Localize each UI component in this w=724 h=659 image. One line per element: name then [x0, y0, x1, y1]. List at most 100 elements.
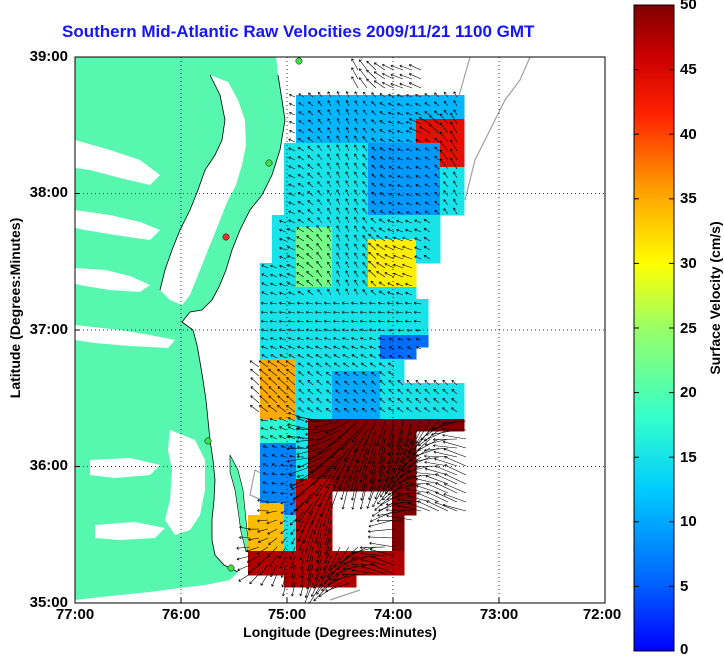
velocity-vector [370, 408, 377, 413]
velocity-vector [393, 236, 404, 242]
velocity-vector [415, 328, 422, 332]
velocity-vector [354, 216, 359, 224]
x-tick-label: 77:00 [55, 606, 95, 623]
velocity-cell [308, 311, 321, 324]
velocity-vector [378, 345, 386, 350]
velocity-vector [444, 464, 467, 476]
velocity-vector [443, 91, 449, 98]
velocity-cell [416, 215, 429, 228]
velocity-cell [368, 335, 381, 348]
velocity-cell [452, 383, 465, 396]
velocity-vector [280, 564, 287, 578]
velocity-cell [320, 299, 333, 312]
velocity-vector [334, 408, 341, 413]
velocity-vector [297, 354, 305, 359]
velocity-vector [297, 201, 305, 206]
velocity-cell [344, 107, 357, 120]
station-marker-alert [222, 233, 230, 241]
velocity-vector [453, 109, 458, 116]
velocity-cell [380, 143, 393, 156]
velocity-cell [296, 107, 309, 120]
velocity-vector [288, 156, 296, 161]
velocity-vector [366, 60, 377, 71]
velocity-vector [442, 427, 467, 431]
velocity-cell [260, 287, 273, 300]
velocity-vector [298, 398, 305, 404]
velocity-cell [320, 227, 333, 240]
hf-radar-stations [204, 57, 303, 572]
y-tick-label: 38:00 [29, 184, 68, 201]
velocity-cell [344, 167, 357, 180]
velocity-vector [369, 447, 377, 474]
velocity-vector [379, 111, 386, 116]
velocity-cell [368, 299, 381, 312]
velocity-cell [380, 167, 393, 180]
velocity-cell [404, 227, 417, 240]
velocity-vector [298, 501, 314, 523]
velocity-vector [405, 228, 413, 233]
velocity-cell [344, 251, 357, 264]
velocity-vector [345, 279, 350, 287]
velocity-vector [307, 209, 314, 215]
velocity-vector [371, 371, 377, 377]
velocity-vector [342, 345, 350, 350]
velocity-cell [272, 359, 285, 372]
velocity-cell [248, 527, 261, 540]
velocity-vector [324, 519, 332, 546]
velocity-cell [380, 215, 393, 228]
velocity-vector [315, 354, 323, 359]
velocity-vector [278, 417, 287, 422]
velocity-vector [381, 72, 395, 80]
velocity-vector [345, 171, 350, 179]
velocity-cell [380, 95, 393, 108]
velocity-vector [307, 398, 314, 404]
velocity-cell [284, 575, 297, 588]
velocity-cell [308, 455, 321, 468]
velocity-vector [379, 147, 386, 152]
velocity-cell [416, 251, 429, 264]
velocity-vector [354, 234, 359, 242]
velocity-vector [287, 426, 296, 431]
velocity-vector [423, 255, 431, 260]
velocity-cell [452, 167, 465, 180]
velocity-vector [299, 465, 323, 481]
velocity-vector [296, 464, 305, 469]
velocity-vector [371, 137, 377, 143]
velocity-vector [384, 245, 395, 251]
velocity-vector [308, 110, 314, 116]
velocity-vector [296, 447, 323, 456]
velocity-vector [304, 528, 314, 554]
velocity-cell [332, 143, 345, 156]
velocity-cell [416, 323, 429, 336]
velocity-vector [336, 189, 341, 197]
velocity-vector [416, 420, 431, 444]
velocity-cell [272, 239, 285, 252]
velocity-cell [332, 335, 345, 348]
velocity-cell [260, 407, 273, 420]
velocity-vector [271, 481, 278, 485]
velocity-cell [440, 407, 453, 420]
velocity-cell [380, 131, 393, 144]
velocity-vector [370, 217, 377, 224]
velocity-vector [434, 146, 440, 152]
velocity-vector [345, 243, 350, 251]
velocity-cell [356, 143, 369, 156]
velocity-vector [305, 537, 314, 563]
velocity-vector [327, 216, 332, 224]
velocity-vector [259, 377, 269, 386]
velocity-vector [397, 175, 404, 179]
velocity-vector [249, 360, 260, 368]
velocity-vector [371, 191, 377, 197]
velocity-cell [260, 335, 273, 348]
velocity-cell [356, 239, 369, 252]
velocity-vector [423, 429, 449, 442]
velocity-vector [450, 130, 458, 143]
colorbar-tick-label: 25 [680, 320, 697, 337]
velocity-vector [431, 429, 458, 436]
velocity-cell [272, 347, 285, 360]
velocity-vector [424, 111, 431, 116]
velocity-vector [278, 426, 287, 431]
velocity-vector [395, 319, 404, 323]
velocity-vector [424, 147, 431, 152]
velocity-vector [397, 498, 422, 503]
